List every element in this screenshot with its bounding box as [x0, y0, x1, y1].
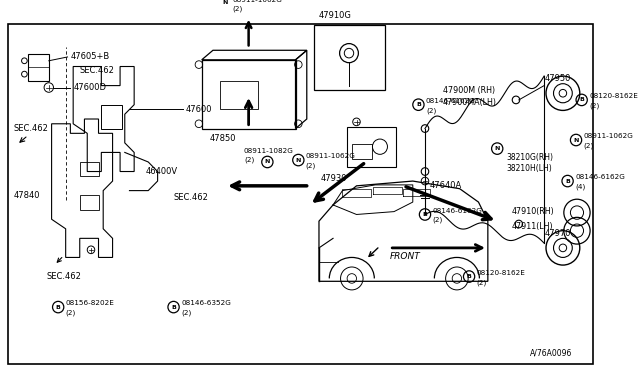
Text: 47950: 47950	[544, 74, 570, 83]
Text: 08911-1062G: 08911-1062G	[584, 133, 634, 139]
Text: 47910(RH): 47910(RH)	[511, 207, 554, 216]
Text: B: B	[565, 179, 570, 183]
Text: B: B	[579, 97, 584, 102]
Text: 47600: 47600	[186, 105, 212, 114]
Text: 08146-6162G: 08146-6162G	[575, 174, 625, 180]
Text: 47970: 47970	[544, 229, 571, 238]
Text: SEC.462: SEC.462	[80, 66, 115, 75]
Text: 08911-1062G: 08911-1062G	[306, 153, 356, 159]
Text: 08911-1082G: 08911-1082G	[244, 148, 294, 154]
Text: 08120-8162E: 08120-8162E	[589, 93, 638, 99]
Text: 47910G: 47910G	[319, 12, 352, 20]
Text: B: B	[56, 305, 61, 310]
Text: 08146-6162G: 08146-6162G	[433, 208, 483, 214]
Text: 08120-8162E: 08120-8162E	[477, 270, 525, 276]
Bar	[314, 25, 385, 90]
Text: N: N	[573, 138, 579, 142]
Bar	[80, 195, 99, 210]
Bar	[101, 105, 122, 129]
Text: 08911-1062G: 08911-1062G	[233, 0, 282, 3]
Text: 47900M (RH): 47900M (RH)	[443, 86, 495, 95]
Text: (2): (2)	[477, 279, 487, 286]
Text: SEC.462: SEC.462	[13, 124, 48, 133]
Text: 38210H(LH): 38210H(LH)	[507, 164, 552, 173]
Text: SEC.462: SEC.462	[173, 193, 209, 202]
Text: 08156-8202E: 08156-8202E	[66, 300, 115, 306]
Text: 47930: 47930	[321, 174, 348, 183]
Bar	[28, 54, 49, 81]
Bar	[220, 81, 258, 109]
Text: 47600D: 47600D	[73, 83, 106, 92]
Text: N: N	[265, 160, 270, 164]
Text: 47911(LH): 47911(LH)	[511, 222, 553, 231]
Text: 47850: 47850	[209, 134, 236, 142]
Text: A/76A0096: A/76A0096	[530, 349, 572, 357]
Text: (2): (2)	[244, 157, 254, 163]
Bar	[202, 60, 296, 129]
Text: 46400V: 46400V	[145, 167, 177, 176]
Text: (2): (2)	[306, 163, 316, 169]
Text: 08146-6162G: 08146-6162G	[426, 98, 476, 104]
Text: (2): (2)	[181, 310, 191, 316]
Text: (2): (2)	[584, 142, 594, 149]
Text: B: B	[422, 212, 428, 217]
Text: B: B	[171, 305, 176, 310]
Text: FRONT: FRONT	[389, 252, 420, 262]
Text: 47900MA(LH): 47900MA(LH)	[443, 98, 497, 107]
Text: 47840: 47840	[13, 191, 40, 200]
Text: B: B	[467, 274, 472, 279]
Text: B: B	[416, 102, 421, 107]
Bar	[352, 144, 372, 159]
Text: (2): (2)	[66, 310, 76, 316]
Text: N: N	[223, 0, 228, 5]
Bar	[347, 126, 396, 167]
Text: (4): (4)	[575, 183, 586, 190]
Text: (2): (2)	[433, 217, 443, 224]
Text: 38210G(RH): 38210G(RH)	[507, 153, 554, 162]
Text: N: N	[495, 146, 500, 151]
Text: (2): (2)	[589, 102, 600, 109]
Bar	[80, 162, 99, 176]
Text: 08146-6352G: 08146-6352G	[181, 300, 231, 306]
Text: (2): (2)	[233, 6, 243, 13]
Text: 47640A: 47640A	[429, 181, 462, 190]
Text: 47605+B: 47605+B	[70, 52, 109, 61]
Text: SEC.462: SEC.462	[47, 272, 82, 281]
Text: N: N	[296, 158, 301, 163]
Text: (2): (2)	[426, 107, 436, 114]
